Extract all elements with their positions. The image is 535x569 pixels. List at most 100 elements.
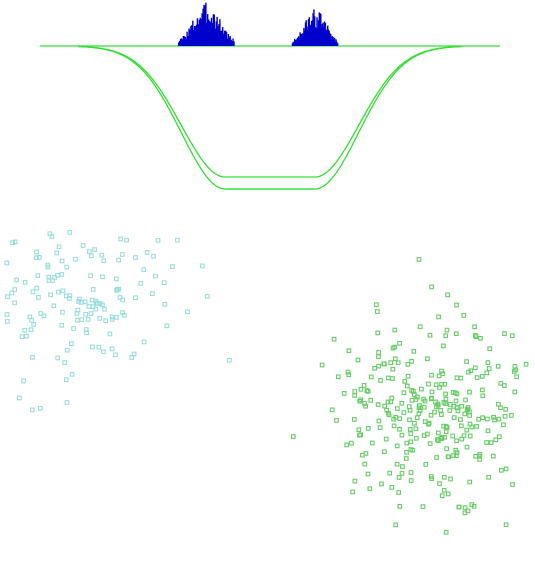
scatter-point xyxy=(411,348,417,354)
scatter-point xyxy=(67,230,73,235)
histogram-bar xyxy=(326,31,328,46)
scatter-point xyxy=(403,456,409,461)
scatter-point xyxy=(388,360,394,366)
scatter-point xyxy=(435,430,441,436)
scatter-point xyxy=(429,395,434,401)
scatter-point xyxy=(394,406,400,411)
scatter-point xyxy=(341,391,347,396)
scatter-point xyxy=(408,470,414,475)
scatter-point xyxy=(441,474,447,480)
scatter-point xyxy=(22,327,28,333)
histogram-bar xyxy=(211,22,214,46)
scatter-point xyxy=(161,280,167,286)
scatter-point xyxy=(394,461,400,467)
scatter-point xyxy=(454,302,459,308)
histogram-bar xyxy=(210,17,213,46)
scatter-point xyxy=(352,389,358,394)
scatter-point xyxy=(364,388,370,393)
histogram-bar xyxy=(324,22,327,46)
histogram-bar xyxy=(188,28,190,46)
scatter-point xyxy=(351,417,357,422)
scatter-point xyxy=(464,444,470,450)
scatter-point xyxy=(510,482,515,487)
scatter-point xyxy=(362,461,368,467)
histogram-bar xyxy=(312,13,314,46)
scatter-point xyxy=(419,386,424,392)
histogram-bar xyxy=(304,30,306,46)
scatter-point xyxy=(88,311,94,316)
scatter-point xyxy=(83,311,89,317)
scatter-point xyxy=(79,317,85,322)
scatter-point xyxy=(358,397,364,403)
scatter-point xyxy=(502,413,508,419)
scatter-point xyxy=(129,355,135,360)
scatter-point xyxy=(90,344,95,350)
scatter-point xyxy=(476,416,481,422)
scatter-point xyxy=(395,360,401,366)
scatter-point xyxy=(404,383,410,389)
scatter-point xyxy=(4,319,10,324)
histogram-bar xyxy=(221,30,223,46)
scatter-point xyxy=(408,447,414,452)
scatter-point xyxy=(82,299,88,305)
scatter-point xyxy=(436,314,441,320)
scatter-point xyxy=(37,405,43,411)
histogram-bar xyxy=(187,35,189,46)
scatter-point xyxy=(443,391,448,397)
histogram-bar xyxy=(226,38,229,46)
histogram-bar xyxy=(296,38,298,46)
scatter-point xyxy=(376,363,381,369)
scatter-point xyxy=(429,389,435,395)
scatter-point xyxy=(352,478,358,484)
scatter-point xyxy=(34,249,39,255)
scatter-point xyxy=(498,467,504,473)
scatter-point xyxy=(433,382,439,388)
scatter-point xyxy=(512,389,518,395)
histogram-bar xyxy=(213,14,215,46)
scatter-point xyxy=(443,424,449,429)
histogram-bar xyxy=(207,14,209,46)
scatter-point xyxy=(46,278,52,283)
scatter-plot xyxy=(4,230,529,535)
scatter-point xyxy=(441,343,446,349)
scatter-point xyxy=(405,361,411,367)
histogram-bar xyxy=(337,43,339,46)
scatter-point xyxy=(41,313,47,319)
scatter-point xyxy=(83,327,89,332)
histogram-bar xyxy=(178,40,181,46)
scatter-point xyxy=(155,238,161,243)
scatter-point xyxy=(444,425,450,430)
histogram-bar xyxy=(204,5,206,47)
scatter-point xyxy=(365,426,371,431)
scatter-point xyxy=(9,290,15,296)
scatter-point xyxy=(444,446,449,452)
scatter-point xyxy=(503,466,509,472)
histogram-bar xyxy=(333,39,335,46)
scatter-point xyxy=(434,455,439,460)
scatter-point xyxy=(97,316,103,321)
scatter-point xyxy=(49,234,55,239)
scatter-point xyxy=(376,354,381,359)
scatter-point xyxy=(458,417,463,422)
histogram-bar xyxy=(196,18,199,46)
scatter-point xyxy=(405,373,411,379)
scatter-point xyxy=(375,402,381,407)
scatter-point xyxy=(383,436,389,442)
scatter-point xyxy=(437,481,442,486)
scatter-point xyxy=(55,272,60,278)
scatter-point xyxy=(367,486,373,492)
histogram-bar xyxy=(199,17,201,46)
histogram-bar xyxy=(322,22,324,46)
scatter-point xyxy=(109,314,115,320)
scatter-point xyxy=(443,429,449,435)
scatter-point xyxy=(465,405,471,410)
scatter-point xyxy=(472,324,477,330)
scatter-point xyxy=(69,372,75,377)
scatter-point xyxy=(474,424,480,429)
histogram-bar xyxy=(320,14,322,46)
scatter-point xyxy=(12,239,18,245)
scatter-point xyxy=(92,247,97,252)
scatter-point xyxy=(495,363,501,369)
histogram-bar xyxy=(228,37,230,46)
